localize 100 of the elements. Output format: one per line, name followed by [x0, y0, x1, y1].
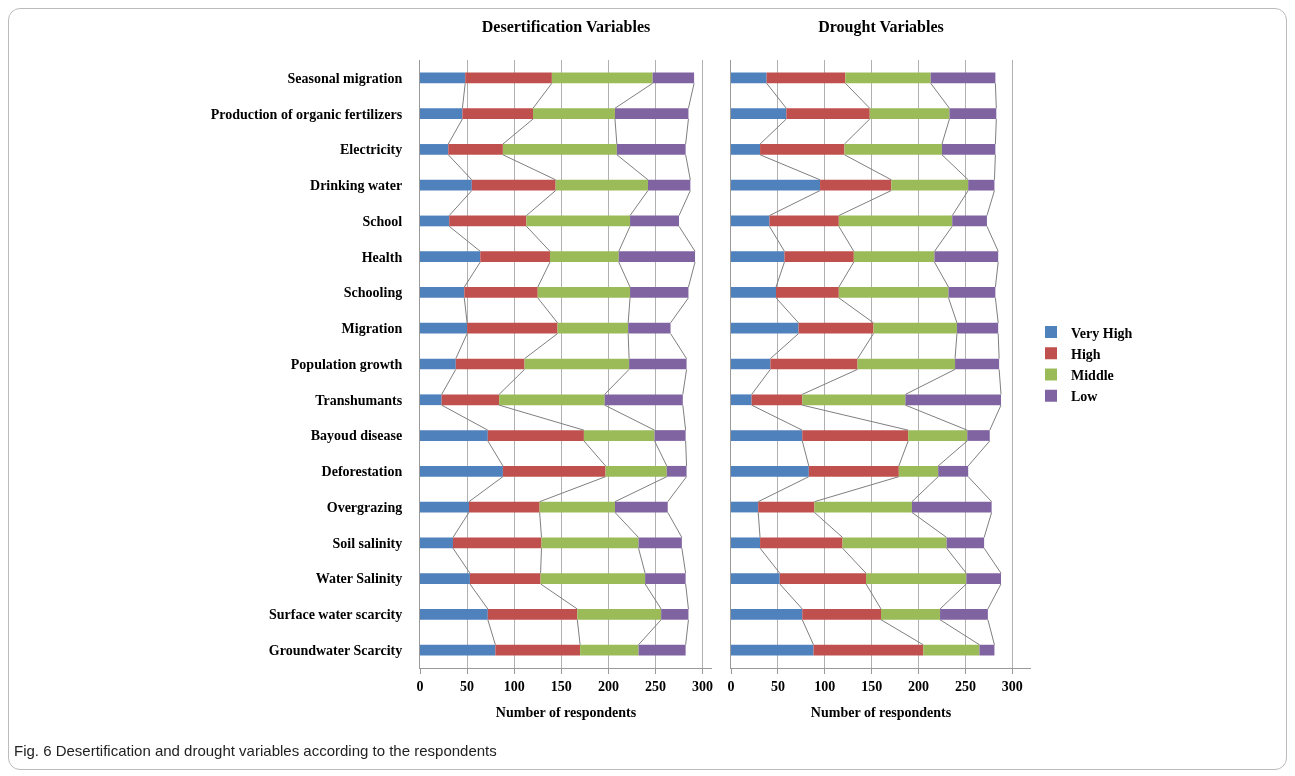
- x-tick-label: 300: [1001, 678, 1023, 694]
- bar: [471, 179, 556, 191]
- bar: [502, 144, 617, 155]
- bar: [979, 644, 995, 656]
- bar: [420, 537, 453, 549]
- bar: [731, 394, 752, 406]
- bar: [448, 144, 503, 155]
- bar: [537, 287, 631, 298]
- bar: [540, 573, 646, 584]
- bar: [731, 322, 799, 334]
- bar: [420, 608, 488, 620]
- bar: [842, 537, 947, 549]
- bar: [449, 215, 527, 227]
- bar: [857, 358, 956, 370]
- caption: Fig. 6 Desertification and drought variables according to the respondents: [14, 742, 497, 759]
- bar: [844, 144, 942, 155]
- bar: [455, 358, 525, 370]
- bar: [616, 144, 686, 155]
- bar: [952, 215, 987, 227]
- bar: [930, 72, 996, 84]
- bar: [869, 108, 950, 120]
- bar: [731, 430, 803, 441]
- bar: [465, 72, 552, 84]
- x-tick-label: 50: [770, 678, 785, 694]
- y-tick-label: Production of organic fertilizers: [210, 106, 403, 122]
- y-tick-label: Population growth: [290, 356, 403, 372]
- bar: [420, 251, 481, 263]
- bar: [524, 358, 630, 370]
- bar: [441, 394, 500, 406]
- bar: [541, 537, 639, 549]
- bar: [758, 501, 815, 513]
- bar: [495, 644, 581, 656]
- y-tick-label: Deforestation: [321, 464, 403, 480]
- legend-label: Very High: [1071, 325, 1133, 341]
- bar: [420, 465, 503, 477]
- x-tick-label: 0: [416, 678, 424, 694]
- bar: [731, 537, 761, 549]
- bar: [731, 501, 759, 513]
- x-tick-label: 200: [597, 678, 619, 694]
- bar: [776, 287, 839, 298]
- bar: [420, 394, 442, 406]
- bar: [420, 108, 463, 120]
- bar: [808, 465, 899, 477]
- bar: [499, 394, 605, 406]
- bar: [923, 644, 980, 656]
- bar: [820, 179, 892, 191]
- bar: [630, 287, 689, 298]
- bar: [557, 322, 629, 334]
- bar: [731, 465, 809, 477]
- bar: [467, 322, 558, 334]
- y-tick-label: Surface water scarcity: [268, 607, 403, 623]
- bar: [604, 394, 683, 406]
- x-tick-label: 100: [814, 678, 836, 694]
- bar: [420, 72, 466, 84]
- bar: [798, 322, 874, 334]
- x-tick-label: 250: [954, 678, 976, 694]
- bar: [614, 108, 689, 120]
- bar: [786, 108, 870, 120]
- bar: [645, 573, 686, 584]
- bar: [420, 322, 468, 334]
- bar: [770, 358, 858, 370]
- bar: [766, 72, 846, 84]
- bar: [731, 251, 785, 263]
- bar: [731, 215, 770, 227]
- bar: [647, 179, 691, 191]
- y-tick-label: Schooling: [343, 285, 403, 301]
- x-tick-label: 150: [861, 678, 883, 694]
- bar: [583, 430, 655, 441]
- bar: [966, 573, 1001, 584]
- bar: [908, 430, 968, 441]
- legend-label: Low: [1071, 389, 1099, 405]
- bar: [533, 108, 615, 120]
- bar: [605, 465, 667, 477]
- bar: [420, 573, 470, 584]
- bar: [539, 501, 615, 513]
- bar: [845, 72, 931, 84]
- x-tick-label: 250: [644, 678, 666, 694]
- bar: [420, 644, 496, 656]
- y-tick-label: Health: [361, 249, 403, 265]
- y-tick-label: Drinking water: [310, 178, 403, 194]
- bar: [779, 573, 866, 584]
- bar: [577, 608, 662, 620]
- bar: [731, 287, 776, 298]
- x-tick-label: 300: [692, 678, 714, 694]
- bar: [618, 251, 696, 263]
- bar: [769, 215, 839, 227]
- chart-title: Drought Variables: [818, 17, 944, 36]
- y-tick-label: Soil salinity: [332, 535, 403, 551]
- bar: [420, 144, 449, 155]
- bar: [420, 430, 488, 441]
- bar: [549, 251, 619, 263]
- bar: [941, 144, 996, 155]
- bar: [629, 358, 687, 370]
- bar: [487, 430, 584, 441]
- bar: [452, 537, 542, 549]
- bar: [731, 72, 767, 84]
- bar: [420, 179, 472, 191]
- bar: [628, 322, 671, 334]
- x-tick-label: 0: [727, 678, 735, 694]
- bar: [866, 573, 967, 584]
